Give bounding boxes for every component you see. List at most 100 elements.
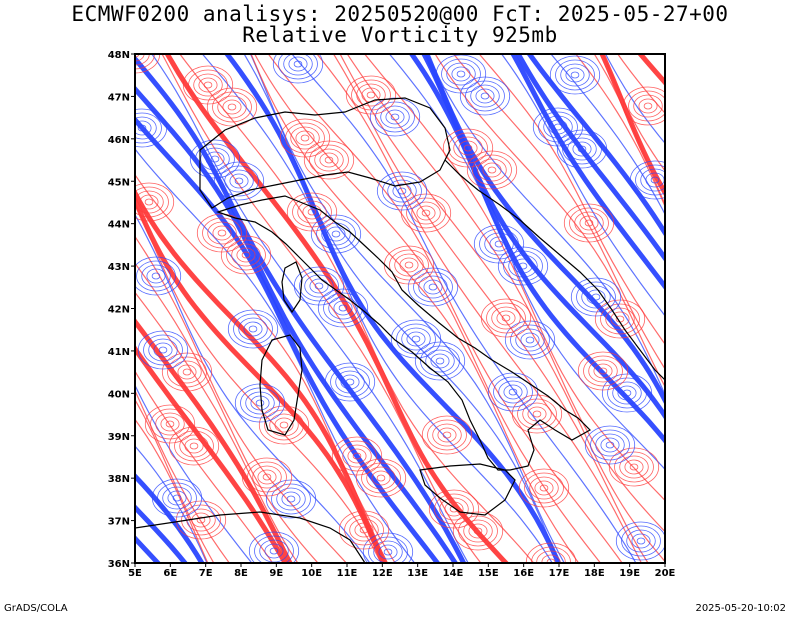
- contour-loop: [361, 462, 401, 494]
- contour-loop: [463, 144, 473, 152]
- contour-loop: [385, 109, 405, 125]
- longitude-labels: 5E 6E 7E 8E 9E 10E 11E 12E 13E 14E 15E 16E 17E 18E 19E…: [128, 568, 675, 579]
- contour-loop: [473, 527, 483, 535]
- contour-loop: [407, 267, 459, 307]
- contour-loop: [217, 95, 247, 119]
- contour-loop: [264, 543, 284, 559]
- contour-loop: [628, 90, 665, 122]
- contour-loop: [146, 268, 166, 284]
- contour-loop: [493, 376, 533, 408]
- contour-loop: [160, 416, 180, 432]
- lon-label: 19E: [619, 568, 640, 579]
- contour-loop: [162, 486, 192, 510]
- contour-loop: [548, 119, 568, 135]
- contour-loop: [182, 368, 192, 376]
- contour-loop: [626, 529, 656, 553]
- contour-loop: [276, 487, 306, 511]
- contour-loop: [449, 505, 459, 513]
- contour-loop: [316, 218, 356, 250]
- latitude-labels: 48N 47N 46N 45N 44N 43N 42N 41N 40N 39N 38N 37N 36N: [108, 50, 130, 570]
- contour-loop: [636, 537, 646, 545]
- contour-loop: [650, 176, 660, 184]
- balkan-coastline: [444, 159, 665, 381]
- contour-line: [249, 54, 565, 563]
- contour-loop: [354, 522, 374, 538]
- contour-loop: [610, 311, 630, 327]
- contour-loop: [137, 124, 147, 132]
- contour-loop: [503, 384, 523, 400]
- contour-line: [713, 24, 800, 574]
- contour-loop: [555, 59, 595, 91]
- lat-label: 44N: [108, 220, 130, 231]
- contour-loop: [444, 501, 464, 517]
- contour-loop: [324, 156, 334, 164]
- contour-loop: [286, 495, 296, 503]
- contour-loop: [629, 463, 639, 471]
- contour-loop: [465, 80, 505, 112]
- contour-loop: [520, 332, 540, 348]
- contour-loop: [314, 148, 344, 172]
- lat-label: 40N: [108, 389, 130, 400]
- lon-label: 12E: [372, 568, 393, 579]
- contour-loop: [472, 154, 512, 186]
- contour-loop: [617, 385, 637, 401]
- contour-loop: [382, 175, 422, 207]
- contour-loop: [397, 187, 407, 195]
- title-line-2: Relative Vorticity 925mb: [242, 23, 558, 47]
- contour-loop: [175, 500, 227, 540]
- contour-line: [135, 370, 274, 563]
- contour-line: [135, 418, 209, 563]
- contour-loop: [281, 491, 301, 507]
- contour-loop: [153, 342, 173, 358]
- contour-line: [135, 398, 215, 563]
- contour-loop: [310, 214, 362, 254]
- lat-label: 41N: [108, 347, 130, 358]
- contour-loop: [383, 548, 393, 556]
- contour-loop: [584, 219, 594, 227]
- contour-loop: [466, 150, 518, 190]
- contour-loop: [631, 533, 651, 549]
- contour-loop: [144, 404, 196, 444]
- contour-loop: [135, 186, 169, 218]
- contour-loop: [181, 504, 221, 536]
- contour-loop: [172, 360, 202, 384]
- sardinia-coastline: [259, 334, 303, 436]
- contour-loop: [414, 341, 466, 381]
- contour-loop: [351, 79, 391, 111]
- contour-line: [135, 201, 382, 563]
- contour-loop: [269, 547, 279, 555]
- contour-loop: [375, 101, 415, 133]
- contour-loop: [525, 336, 535, 344]
- contour-loop: [593, 363, 613, 379]
- contour-loop: [243, 321, 263, 337]
- contour-loop: [633, 94, 663, 118]
- contour-loop: [330, 366, 370, 398]
- contour-loop: [323, 292, 363, 324]
- contour-loop: [189, 139, 241, 179]
- contour-loop: [376, 171, 428, 211]
- contour-loop: [317, 288, 369, 328]
- contour-loop: [200, 147, 230, 171]
- contour-loop: [572, 141, 592, 157]
- contour-loop: [207, 221, 237, 245]
- contour-loop: [167, 356, 207, 388]
- contour-loop: [347, 448, 367, 464]
- contour-loop: [442, 431, 452, 439]
- contour-loop: [324, 362, 376, 402]
- contour-loop: [307, 208, 317, 216]
- contour-loop: [250, 395, 270, 411]
- contour-loop: [229, 173, 249, 189]
- contour-loop: [302, 204, 322, 220]
- contour-loop: [643, 102, 653, 110]
- contour-loop: [137, 330, 189, 370]
- contour-loop: [258, 405, 310, 445]
- contour-line: [738, 24, 800, 577]
- contour-loop: [501, 314, 511, 322]
- contour-loop: [497, 246, 549, 286]
- contour-loop: [227, 309, 279, 349]
- contour-loop: [600, 437, 620, 453]
- contour-loop: [241, 251, 251, 259]
- contour-loop: [619, 455, 649, 479]
- contour-loop: [279, 421, 289, 429]
- contour-loop: [362, 532, 414, 563]
